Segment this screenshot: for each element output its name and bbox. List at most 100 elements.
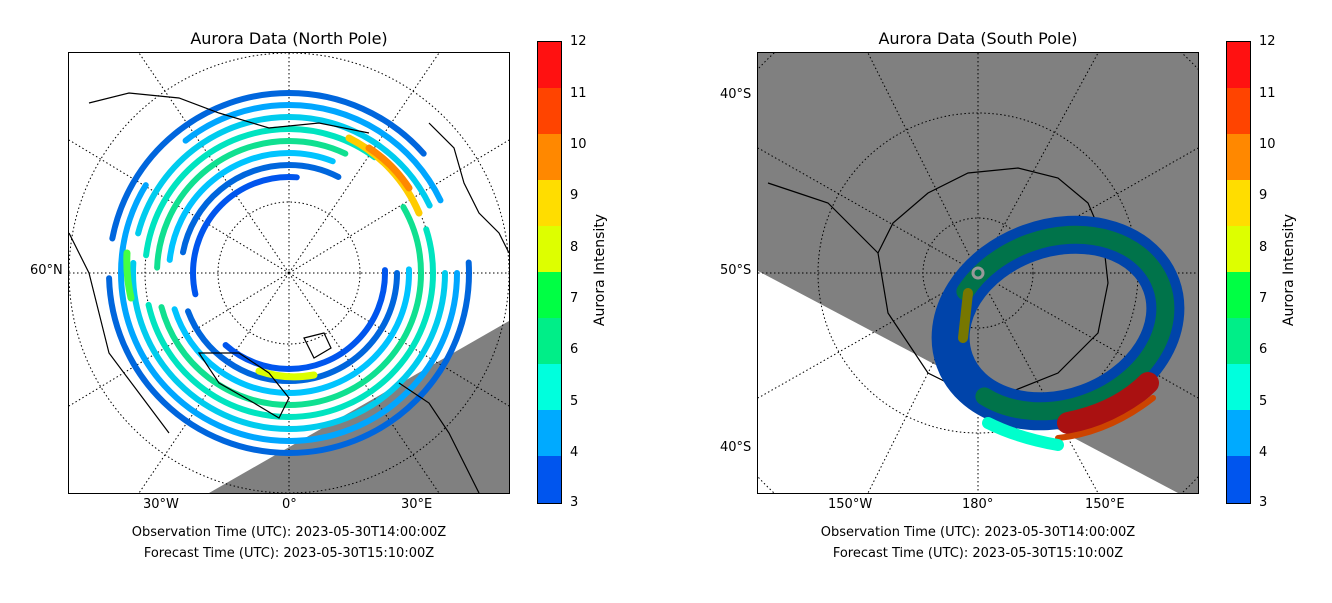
aurora-ring [154, 138, 424, 408]
south-colorbar-label: Aurora Intensity [1281, 213, 1297, 327]
aurora-hotspot-red [1057, 372, 1159, 434]
aurora-ring [166, 150, 412, 396]
coastline-europe [398, 382, 480, 493]
south-colorbar-tick-5: 5 [1259, 394, 1268, 409]
north-colorbar [537, 41, 562, 504]
south-lon-label-180: 180° [962, 497, 994, 512]
colorbar-segment [538, 42, 561, 88]
north-colorbar-tick-3: 3 [570, 495, 579, 510]
colorbar-segment [1227, 318, 1250, 364]
aurora-hotspot-west [958, 288, 973, 343]
colorbar-segment [538, 272, 561, 318]
south-lon-label-150w: 150°W [828, 497, 873, 512]
north-lat-label-60n: 60°N [30, 263, 63, 278]
north-colorbar-tick-5: 5 [570, 394, 579, 409]
coastline-greenland [197, 352, 290, 419]
north-lon-label-30e: 30°E [401, 497, 433, 512]
north-lon-label-0: 0° [282, 497, 297, 512]
south-colorbar-tick-7: 7 [1259, 291, 1268, 306]
meridian-120e [288, 139, 509, 274]
colorbar-segment [1227, 410, 1250, 456]
lat-circle-80 [217, 201, 361, 345]
north-observation-time: Observation Time (UTC): 2023-05-30T14:00… [131, 525, 447, 540]
south-observation-time: Observation Time (UTC): 2023-05-30T14:00… [820, 525, 1136, 540]
coastline-scandinavia [428, 122, 509, 254]
north-colorbar-tick-12: 12 [570, 34, 587, 49]
colorbar-segment [538, 456, 561, 503]
aurora-band-inner [941, 225, 1175, 421]
colorbar-segment [538, 318, 561, 364]
south-colorbar-tick-12: 12 [1259, 34, 1276, 49]
coastline-antarctica [877, 167, 1109, 394]
colorbar-segment [538, 364, 561, 410]
colorbar-segment [1227, 226, 1250, 272]
night-shade-region [209, 321, 509, 493]
colorbar-segment [538, 88, 561, 134]
south-colorbar-tick-4: 4 [1259, 445, 1268, 460]
meridian-150e [288, 53, 440, 274]
south-lat-label-bottom: 40°S [720, 440, 752, 455]
north-aurora-oval [106, 90, 472, 456]
aurora-ring [142, 126, 436, 420]
south-map-title: Aurora Data (South Pole) [878, 29, 1078, 48]
meridian-60e [288, 272, 509, 407]
meridian-120w [69, 139, 290, 274]
colorbar-segment [1227, 364, 1250, 410]
colorbar-segment [1227, 134, 1250, 180]
north-colorbar-tick-7: 7 [570, 291, 579, 306]
hotspot-northeast-core [365, 144, 413, 192]
north-coastlines [69, 92, 509, 493]
south-forecast-time: Forecast Time (UTC): 2023-05-30T15:10:00… [832, 546, 1124, 561]
north-colorbar-tick-11: 11 [570, 86, 587, 101]
north-colorbar-tick-6: 6 [570, 342, 579, 357]
south-colorbar-tick-8: 8 [1259, 240, 1268, 255]
north-colorbar-tick-8: 8 [570, 240, 579, 255]
meridian-60w [69, 272, 290, 407]
colorbar-segment [538, 226, 561, 272]
colorbar-segment [1227, 88, 1250, 134]
aurora-ring [106, 90, 472, 456]
aurora-ring [178, 162, 400, 384]
aurora-ring [130, 114, 448, 432]
meridian-150e [977, 272, 1099, 493]
north-colorbar-label: Aurora Intensity [592, 213, 608, 327]
south-colorbar-tick-11: 11 [1259, 86, 1276, 101]
south-map-svg [758, 53, 1198, 493]
south-lon-label-150e: 150°E [1085, 497, 1125, 512]
north-colorbar-tick-10: 10 [570, 137, 587, 152]
north-aurora-hotspots [123, 134, 423, 381]
south-colorbar-tick-6: 6 [1259, 342, 1268, 357]
colorbar-segment [538, 180, 561, 226]
aurora-hotspot-cyan [982, 417, 1064, 451]
meridian-30w [867, 53, 979, 274]
hotspot-south [255, 367, 318, 381]
north-colorbar-tick-9: 9 [570, 188, 579, 203]
north-lon-label-30w: 30°W [143, 497, 179, 512]
hotspot-west [123, 249, 135, 302]
south-lat-label-top: 40°S [720, 87, 752, 102]
colorbar-segment [1227, 180, 1250, 226]
south-polar-map [757, 52, 1199, 494]
south-lat-label-mid: 50°S [720, 263, 752, 278]
north-polar-map [68, 52, 510, 494]
coastline-canada [69, 232, 170, 434]
south-pole-marker [971, 266, 985, 280]
aurora-hotspot-orange [1055, 395, 1156, 441]
north-colorbar-tick-4: 4 [570, 445, 579, 460]
north-map-title: Aurora Data (North Pole) [190, 29, 388, 48]
colorbar-segment [538, 134, 561, 180]
south-colorbar-tick-3: 3 [1259, 495, 1268, 510]
colorbar-segment [1227, 272, 1250, 318]
north-map-svg [69, 53, 509, 493]
south-colorbar [1226, 41, 1251, 504]
colorbar-segment [1227, 42, 1250, 88]
meridian-30e [977, 53, 1099, 274]
south-colorbar-tick-10: 10 [1259, 137, 1276, 152]
colorbar-segment [538, 410, 561, 456]
south-aurora-oval [931, 215, 1185, 451]
coastline-antarctic-peninsula [767, 182, 879, 254]
coastline-iceland [303, 332, 332, 359]
south-colorbar-tick-9: 9 [1259, 188, 1268, 203]
north-forecast-time: Forecast Time (UTC): 2023-05-30T15:10:00… [143, 546, 435, 561]
aurora-ring [190, 174, 388, 372]
